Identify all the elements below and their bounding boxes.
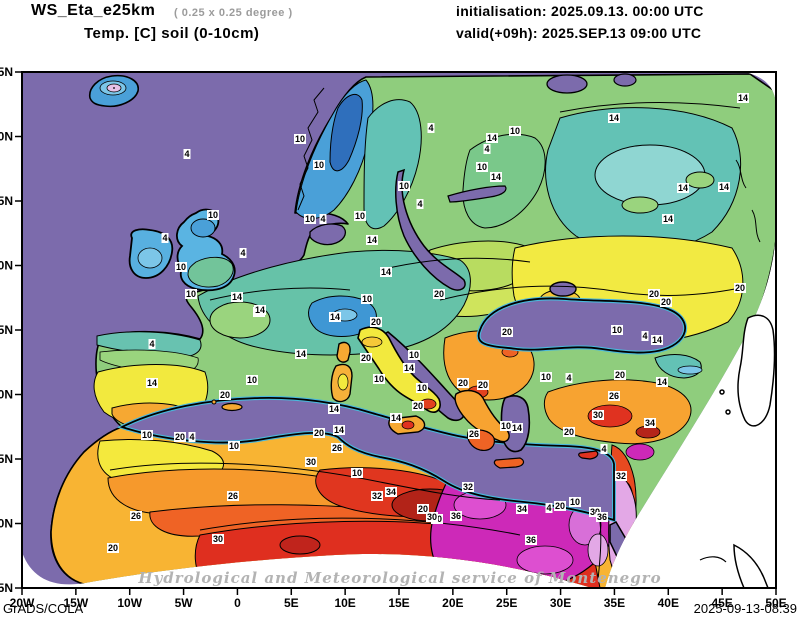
sea-of-azov	[549, 281, 577, 297]
creation-timestamp: 2025-09-13-08:39	[694, 601, 797, 616]
lon-tick-label: 0	[234, 596, 241, 610]
baltic-sea	[395, 168, 466, 291]
black-sea	[476, 296, 688, 355]
grads-credit: GrADS/COLA	[3, 601, 84, 616]
lat-tick-label: 60N	[0, 130, 13, 144]
lat-tick-label: 25N	[0, 581, 13, 595]
kattegat	[309, 223, 347, 246]
latitude-axis: 65N 60N 55N 50N 45N 40N 35N 30N 25N	[0, 65, 22, 595]
lon-tick-label: 10E	[334, 596, 355, 610]
lon-tick-label: 20W	[10, 596, 35, 610]
lon-tick-label: 30E	[550, 596, 571, 610]
contour-lines	[109, 87, 741, 581]
lat-tick-label: 35N	[0, 452, 13, 466]
lat-tick-label: 30N	[0, 517, 13, 531]
lon-tick-label: 45E	[711, 596, 732, 610]
gulf-of-finland	[447, 185, 507, 203]
longitude-axis: 20W 15W 10W 5W 0 5E 10E 15E 20E 25E 30E 35E 40E 45E 50…	[10, 588, 787, 610]
initialisation-time: initialisation: 2025.09.13. 00:00 UTC	[456, 3, 704, 19]
valid-time: valid(+09h): 2025.SEP.13 09:00 UTC	[456, 25, 702, 41]
model-domain	[22, 72, 776, 588]
lon-tick-label: 20E	[442, 596, 463, 610]
lon-tick-label: 15W	[64, 596, 89, 610]
watermark: Hydrological and Meteorological service …	[137, 569, 661, 587]
lon-tick-label: 5E	[284, 596, 299, 610]
lat-tick-label: 40N	[0, 388, 13, 402]
lat-tick-label: 55N	[0, 194, 13, 208]
white-sea	[546, 74, 588, 94]
lon-tick-label: 35E	[604, 596, 625, 610]
lon-tick-label: 25E	[496, 596, 517, 610]
lon-tick-label: 15E	[388, 596, 409, 610]
model-title: WS_Eta_e25km	[31, 2, 156, 19]
lon-tick-label: 50E	[765, 596, 786, 610]
aegean-sea	[500, 395, 531, 453]
barents-inlet	[613, 73, 637, 87]
gulf-coast-outline	[733, 543, 770, 589]
lon-tick-label: 10W	[117, 596, 142, 610]
lon-tick-label: 5W	[175, 596, 194, 610]
lon-tick-label: 40E	[658, 596, 679, 610]
lat-tick-label: 45N	[0, 323, 13, 337]
lat-tick-label: 65N	[0, 65, 13, 79]
lat-tick-label: 50N	[0, 259, 13, 273]
resolution-subtitle: ( 0.25 x 0.25 degree )	[174, 7, 293, 19]
variable-title: Temp. [C] soil (0-10cm)	[84, 25, 260, 42]
caspian-sea-outline	[737, 314, 776, 427]
